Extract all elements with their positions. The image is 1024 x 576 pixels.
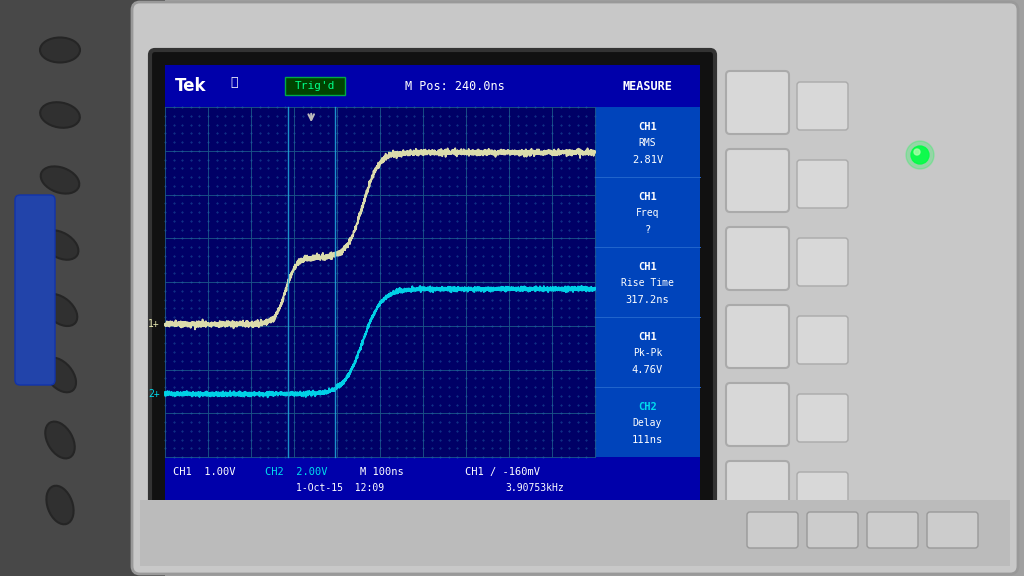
- Text: CH1: CH1: [638, 332, 656, 342]
- FancyBboxPatch shape: [15, 195, 55, 385]
- Text: Trig'd: Trig'd: [295, 81, 335, 91]
- Text: CH2: CH2: [638, 401, 656, 412]
- Text: 2.81V: 2.81V: [632, 155, 664, 165]
- Ellipse shape: [45, 422, 75, 458]
- Text: 1-Oct-15  12:09: 1-Oct-15 12:09: [296, 483, 384, 493]
- FancyBboxPatch shape: [797, 238, 848, 286]
- Ellipse shape: [46, 486, 74, 524]
- FancyBboxPatch shape: [797, 394, 848, 442]
- Ellipse shape: [40, 37, 80, 63]
- Text: CH1  1.00V: CH1 1.00V: [173, 467, 236, 477]
- Ellipse shape: [43, 294, 77, 326]
- FancyBboxPatch shape: [867, 512, 918, 548]
- Text: M Pos: 240.0ns: M Pos: 240.0ns: [406, 79, 505, 93]
- FancyBboxPatch shape: [726, 461, 790, 524]
- FancyBboxPatch shape: [927, 512, 978, 548]
- FancyBboxPatch shape: [726, 71, 790, 134]
- FancyBboxPatch shape: [746, 512, 798, 548]
- FancyBboxPatch shape: [726, 149, 790, 212]
- Ellipse shape: [40, 102, 80, 128]
- Ellipse shape: [41, 166, 79, 194]
- FancyBboxPatch shape: [797, 82, 848, 130]
- Bar: [140, 500, 1010, 566]
- Bar: [165, 457, 700, 500]
- Text: 111ns: 111ns: [632, 435, 664, 445]
- FancyBboxPatch shape: [726, 227, 790, 290]
- Text: Tek: Tek: [175, 77, 207, 95]
- Text: 4.76V: 4.76V: [632, 365, 664, 375]
- FancyBboxPatch shape: [132, 2, 1018, 574]
- Text: 317.2ns: 317.2ns: [626, 295, 670, 305]
- Text: RMS: RMS: [639, 138, 656, 149]
- Text: CH1: CH1: [638, 122, 656, 131]
- FancyBboxPatch shape: [797, 316, 848, 364]
- Text: Delay: Delay: [633, 418, 663, 429]
- Text: M 100ns: M 100ns: [360, 467, 403, 477]
- Text: CH1: CH1: [638, 192, 656, 202]
- Text: 2+: 2+: [148, 389, 160, 399]
- Bar: [285, 77, 345, 95]
- FancyBboxPatch shape: [726, 383, 790, 446]
- FancyBboxPatch shape: [150, 50, 715, 515]
- Text: Freq: Freq: [636, 209, 659, 218]
- Circle shape: [914, 149, 920, 155]
- Ellipse shape: [42, 230, 79, 260]
- Text: CH1: CH1: [638, 262, 656, 272]
- Bar: [165, 65, 700, 107]
- Text: 3.90753kHz: 3.90753kHz: [505, 483, 564, 493]
- Text: CH1 / -160mV: CH1 / -160mV: [465, 467, 540, 477]
- Circle shape: [911, 146, 929, 164]
- FancyBboxPatch shape: [807, 512, 858, 548]
- Text: Rise Time: Rise Time: [622, 278, 674, 289]
- Text: MEASURE: MEASURE: [623, 79, 673, 93]
- Text: ⎌: ⎌: [230, 77, 238, 89]
- Text: 1+: 1+: [148, 319, 160, 329]
- Circle shape: [906, 141, 934, 169]
- Text: ?: ?: [644, 225, 650, 235]
- Bar: [595, 107, 700, 457]
- FancyBboxPatch shape: [726, 305, 790, 368]
- Text: CH2  2.00V: CH2 2.00V: [265, 467, 328, 477]
- Text: Pk-Pk: Pk-Pk: [633, 348, 663, 358]
- Bar: [0, 0, 165, 576]
- Ellipse shape: [44, 358, 76, 392]
- FancyBboxPatch shape: [797, 472, 848, 520]
- Bar: [165, 107, 595, 457]
- FancyBboxPatch shape: [797, 160, 848, 208]
